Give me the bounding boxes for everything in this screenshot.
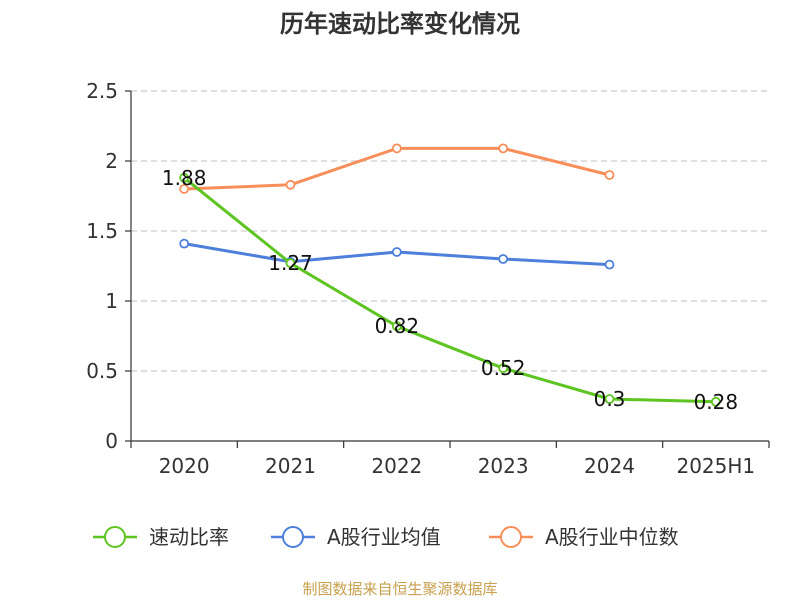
data-point [285, 258, 296, 269]
legend-marker [282, 526, 304, 548]
x-tick-label: 2021 [265, 454, 316, 478]
series-line [184, 146, 610, 191]
grid-lines [131, 90, 769, 372]
data-point [710, 396, 721, 407]
y-tick-label: 0 [105, 429, 118, 453]
legend-marker [500, 526, 522, 548]
y-tick-label: 0.5 [86, 359, 118, 383]
x-tick-label: 2020 [159, 454, 210, 478]
data-point [391, 321, 402, 332]
series-layer [179, 143, 721, 407]
axes: 0 0.5 1 1.5 2 2.5 2020 2021 2022 2023 2024 2025H1 [86, 79, 770, 478]
chart-title: 历年速动比率变化情况 [280, 10, 520, 38]
data-point [604, 259, 615, 270]
data-point [391, 247, 402, 257]
data-label: 0.3 [594, 387, 626, 411]
legend-label: A股行业均值 [327, 525, 441, 549]
legend-label: 速动比率 [149, 525, 229, 549]
data-point [179, 172, 190, 183]
legend: 速动比率 A股行业均值 A股行业中位数 [93, 525, 679, 549]
data-labels: 1.88 1.27 0.82 0.52 0.3 0.28 [162, 166, 738, 414]
data-point [498, 254, 509, 264]
y-tick-label: 2 [105, 149, 118, 173]
y-tick-label: 1 [105, 289, 118, 313]
data-label: 0.82 [375, 314, 420, 338]
x-tick-label: 2024 [584, 454, 635, 478]
data-point [498, 363, 509, 374]
data-point [604, 170, 615, 180]
data-label: 1.27 [268, 251, 313, 275]
legend-label: A股行业中位数 [545, 525, 679, 549]
source-note: 制图数据来自恒生聚源数据库 [302, 580, 497, 598]
series-line [183, 176, 716, 404]
data-point [604, 394, 615, 404]
data-point [498, 143, 509, 154]
data-label: 0.52 [481, 356, 526, 380]
data-point [391, 143, 402, 154]
legend-marker [104, 526, 126, 548]
data-point [179, 238, 190, 249]
data-label: 1.88 [162, 166, 207, 190]
data-point [179, 184, 190, 194]
y-tick-label: 2.5 [86, 79, 118, 103]
data-point [285, 179, 296, 190]
data-label: 0.28 [694, 390, 739, 414]
x-tick-label: 2025H1 [676, 454, 755, 478]
y-tick-label: 1.5 [86, 219, 118, 243]
x-tick-label: 2022 [371, 454, 422, 478]
x-tick-label: 2023 [478, 454, 529, 478]
